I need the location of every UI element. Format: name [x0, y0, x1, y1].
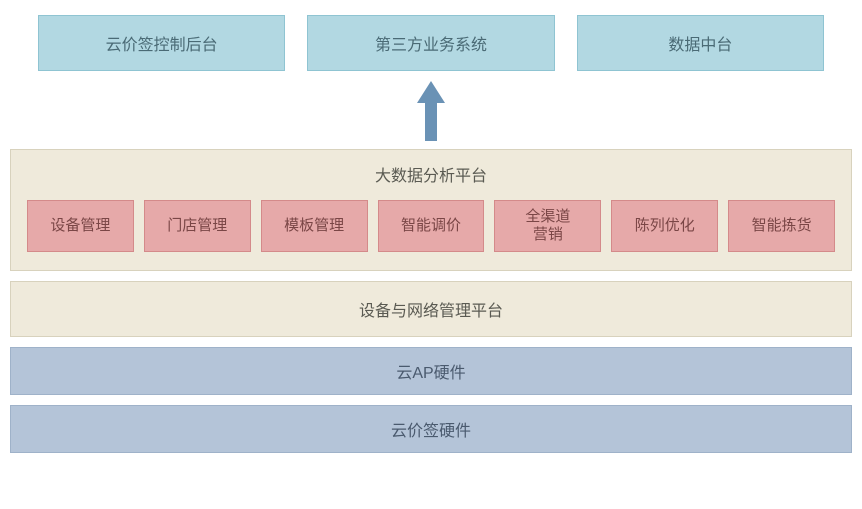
- arrow-head: [417, 81, 445, 103]
- analytics-platform-block: 大数据分析平台 设备管理 门店管理 模板管理 智能调价 全渠道营销 陈列优化 智…: [10, 149, 852, 271]
- module-label: 设备管理: [50, 217, 110, 235]
- module-store-mgmt: 门店管理: [144, 200, 251, 252]
- module-omni-marketing: 全渠道营销: [494, 200, 601, 252]
- top-box-label: 第三方业务系统: [375, 31, 487, 55]
- module-template-mgmt: 模板管理: [261, 200, 368, 252]
- arrow-up-icon: [411, 81, 451, 141]
- hardware-label: 云AP硬件: [396, 359, 465, 383]
- top-systems-row: 云价签控制后台 第三方业务系统 数据中台: [10, 15, 852, 71]
- top-box-data-middle: 数据中台: [577, 15, 824, 71]
- module-label: 全渠道营销: [525, 208, 570, 244]
- module-device-mgmt: 设备管理: [27, 200, 134, 252]
- module-label: 门店管理: [167, 217, 227, 235]
- module-label: 模板管理: [284, 217, 344, 235]
- top-box-thirdparty-system: 第三方业务系统: [307, 15, 554, 71]
- platform-label: 设备与网络管理平台: [359, 297, 503, 321]
- device-network-platform: 设备与网络管理平台: [10, 281, 852, 337]
- module-smart-picking: 智能拣货: [728, 200, 835, 252]
- module-smart-pricing: 智能调价: [378, 200, 485, 252]
- top-box-cloud-tag-backend: 云价签控制后台: [38, 15, 285, 71]
- module-label: 智能调价: [401, 217, 461, 235]
- module-row: 设备管理 门店管理 模板管理 智能调价 全渠道营销 陈列优化 智能拣货: [27, 200, 835, 252]
- arrow-shaft: [425, 101, 437, 141]
- arrow-container: [10, 81, 852, 141]
- top-box-label: 云价签控制后台: [106, 31, 218, 55]
- hardware-cloud-tag: 云价签硬件: [10, 405, 852, 453]
- module-label: 陈列优化: [635, 217, 695, 235]
- top-box-label: 数据中台: [668, 31, 732, 55]
- hardware-ap: 云AP硬件: [10, 347, 852, 395]
- analytics-title: 大数据分析平台: [27, 162, 835, 186]
- module-label: 智能拣货: [752, 217, 812, 235]
- hardware-label: 云价签硬件: [391, 417, 471, 441]
- module-display-opt: 陈列优化: [611, 200, 718, 252]
